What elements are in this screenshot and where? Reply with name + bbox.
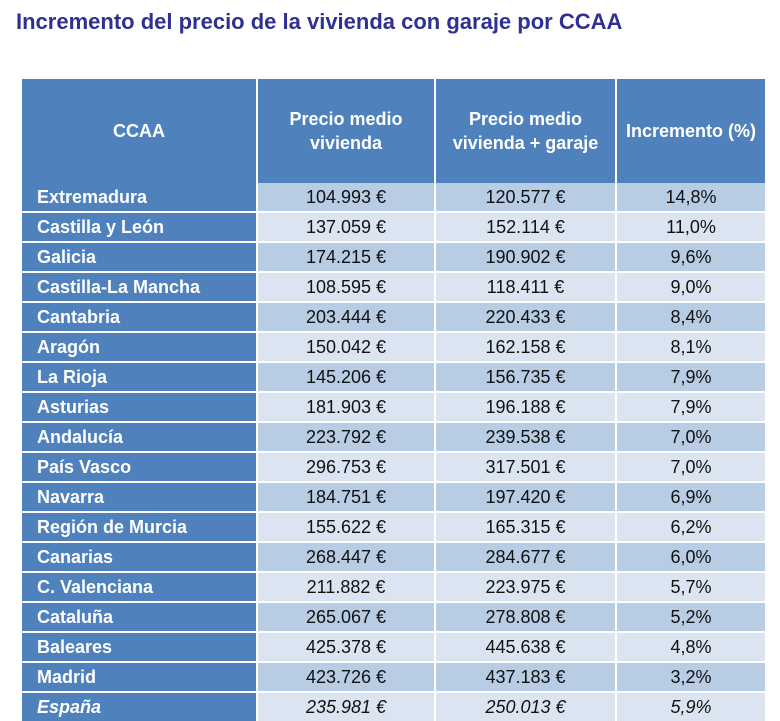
ccaa-cell: Navarra [22, 482, 258, 513]
price-cell: 203.444 € [257, 302, 436, 333]
price-garage-cell: 437.183 € [435, 662, 617, 693]
ccaa-cell: País Vasco [22, 452, 258, 483]
table-row: Madrid 423.726 €437.183 €3,2% [22, 662, 765, 693]
price-cell: 104.993 € [257, 183, 436, 213]
price-garage-cell: 445.638 € [435, 632, 617, 663]
table-body: Extremadura 104.993 €120.577 €14,8% Castil… [22, 183, 765, 721]
ccaa-cell: Baleares [22, 632, 258, 663]
price-garage-cell: 278.808 € [435, 602, 617, 633]
table-row: C. Valenciana 211.882 €223.975 €5,7% [22, 572, 765, 603]
price-cell: 137.059 € [257, 212, 436, 243]
ccaa-cell: Cantabria [22, 302, 258, 333]
ccaa-cell: Castilla y León [22, 212, 258, 243]
increment-cell: 9,6% [616, 242, 765, 273]
increment-cell: 7,0% [616, 452, 765, 483]
ccaa-cell: Canarias [22, 542, 258, 573]
increment-cell: 3,2% [616, 662, 765, 693]
table-header-row: CCAA Precio medio vivienda Precio medio … [22, 79, 765, 183]
price-cell: 155.622 € [257, 512, 436, 543]
ccaa-cell: La Rioja [22, 362, 258, 393]
ccaa-cell: Cataluña [22, 602, 258, 633]
increment-cell: 6,9% [616, 482, 765, 513]
price-cell: 145.206 € [257, 362, 436, 393]
price-cell: 296.753 € [257, 452, 436, 483]
table-row: Región de Murcia 155.622 €165.315 €6,2% [22, 512, 765, 543]
price-garage-cell: 120.577 € [435, 183, 617, 213]
ccaa-cell: Galicia [22, 242, 258, 273]
ccaa-cell: Región de Murcia [22, 512, 258, 543]
increment-cell: 8,1% [616, 332, 765, 363]
increment-cell: 11,0% [616, 212, 765, 243]
price-garage-cell: 118.411 € [435, 272, 617, 303]
price-garage-cell: 152.114 € [435, 212, 617, 243]
increment-cell: 5,2% [616, 602, 765, 633]
ccaa-cell: Extremadura [22, 183, 258, 213]
increment-cell: 4,8% [616, 632, 765, 663]
table-row: Cataluña 265.067 €278.808 €5,2% [22, 602, 765, 633]
increment-cell: 7,9% [616, 392, 765, 423]
price-garage-cell: 220.433 € [435, 302, 617, 333]
price-cell: 211.882 € [257, 572, 436, 603]
increment-cell: 7,0% [616, 422, 765, 453]
price-cell: 184.751 € [257, 482, 436, 513]
price-garage-cell: 223.975 € [435, 572, 617, 603]
price-cell: 108.595 € [257, 272, 436, 303]
header-precio-vivienda-garaje: Precio medio vivienda + garaje [435, 79, 617, 183]
table-row: Aragón 150.042 €162.158 €8,1% [22, 332, 765, 363]
table-row: Extremadura 104.993 €120.577 €14,8% [22, 183, 765, 213]
page-title: Incremento del precio de la vivienda con… [16, 9, 623, 34]
price-cell: 223.792 € [257, 422, 436, 453]
price-garage-cell: 162.158 € [435, 332, 617, 363]
price-garage-cell: 156.735 € [435, 362, 617, 393]
price-cell: 181.903 € [257, 392, 436, 423]
ccaa-cell: Castilla-La Mancha [22, 272, 258, 303]
price-table: CCAA Precio medio vivienda Precio medio … [22, 79, 765, 721]
table-row: Navarra 184.751 €197.420 €6,9% [22, 482, 765, 513]
table-row: Andalucía 223.792 €239.538 €7,0% [22, 422, 765, 453]
increment-cell: 5,7% [616, 572, 765, 603]
increment-cell: 6,2% [616, 512, 765, 543]
increment-cell: 8,4% [616, 302, 765, 333]
table-row: Cantabria 203.444 €220.433 €8,4% [22, 302, 765, 333]
increment-cell: 7,9% [616, 362, 765, 393]
price-garage-cell: 190.902 € [435, 242, 617, 273]
header-ccaa: CCAA [22, 79, 258, 183]
table-row: Canarias 268.447 €284.677 €6,0% [22, 542, 765, 573]
header-precio-vivienda: Precio medio vivienda [257, 79, 436, 183]
price-garage-cell: 196.188 € [435, 392, 617, 423]
table-row: La Rioja 145.206 €156.735 €7,9% [22, 362, 765, 393]
increment-cell: 9,0% [616, 272, 765, 303]
price-cell: 423.726 € [257, 662, 436, 693]
table-row: Castilla-La Mancha 108.595 €118.411 €9,0% [22, 272, 765, 303]
table-row: País Vasco 296.753 €317.501 €7,0% [22, 452, 765, 483]
table-row: Castilla y León 137.059 €152.114 €11,0% [22, 212, 765, 243]
price-cell: 150.042 € [257, 332, 436, 363]
table-row: Asturias 181.903 €196.188 €7,9% [22, 392, 765, 423]
table-row: Baleares 425.378 €445.638 €4,8% [22, 632, 765, 663]
table-row: Galicia 174.215 €190.902 €9,6% [22, 242, 765, 273]
ccaa-cell: Asturias [22, 392, 258, 423]
increment-cell: 14,8% [616, 183, 765, 213]
price-garage-cell: 239.538 € [435, 422, 617, 453]
ccaa-cell: Madrid [22, 662, 258, 693]
price-cell: 425.378 € [257, 632, 436, 663]
ccaa-cell: C. Valenciana [22, 572, 258, 603]
ccaa-cell: Aragón [22, 332, 258, 363]
price-garage-cell: 317.501 € [435, 452, 617, 483]
price-garage-cell: 284.677 € [435, 542, 617, 573]
price-garage-cell: 165.315 € [435, 512, 617, 543]
price-cell: 268.447 € [257, 542, 436, 573]
ccaa-cell: Andalucía [22, 422, 258, 453]
price-garage-cell: 197.420 € [435, 482, 617, 513]
header-incremento: Incremento (%) [616, 79, 765, 183]
increment-cell: 6,0% [616, 542, 765, 573]
price-cell: 265.067 € [257, 602, 436, 633]
price-cell: 174.215 € [257, 242, 436, 273]
